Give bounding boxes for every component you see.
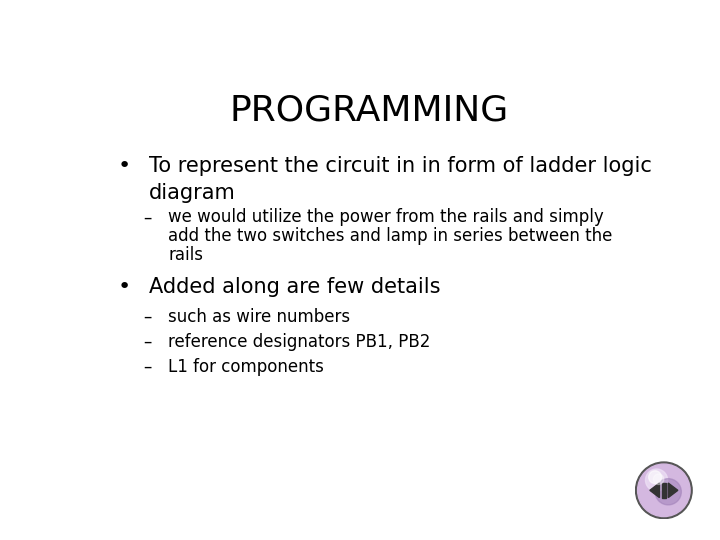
- Text: Added along are few details: Added along are few details: [148, 277, 440, 297]
- Text: –: –: [143, 308, 151, 326]
- Text: –: –: [143, 208, 151, 226]
- Polygon shape: [668, 483, 678, 498]
- Circle shape: [653, 474, 664, 484]
- Text: we would utilize the power from the rails and simply: we would utilize the power from the rail…: [168, 208, 604, 226]
- Circle shape: [638, 464, 690, 517]
- Bar: [664, 483, 666, 498]
- Text: add the two switches and lamp in series between the: add the two switches and lamp in series …: [168, 227, 613, 245]
- Text: diagram: diagram: [148, 183, 235, 203]
- Text: –: –: [143, 358, 151, 376]
- Text: rails: rails: [168, 246, 203, 264]
- Text: To represent the circuit in in form of ladder logic: To represent the circuit in in form of l…: [148, 156, 652, 176]
- Polygon shape: [650, 483, 660, 498]
- Circle shape: [649, 471, 662, 484]
- Text: •: •: [118, 156, 131, 176]
- Text: such as wire numbers: such as wire numbers: [168, 308, 350, 326]
- Text: •: •: [118, 277, 131, 297]
- Circle shape: [636, 462, 692, 518]
- Circle shape: [645, 469, 667, 491]
- Text: PROGRAMMING: PROGRAMMING: [230, 94, 508, 128]
- Bar: [662, 483, 664, 498]
- Circle shape: [655, 478, 681, 505]
- Text: L1 for components: L1 for components: [168, 358, 324, 376]
- Text: reference designators PB1, PB2: reference designators PB1, PB2: [168, 333, 431, 351]
- Text: –: –: [143, 333, 151, 351]
